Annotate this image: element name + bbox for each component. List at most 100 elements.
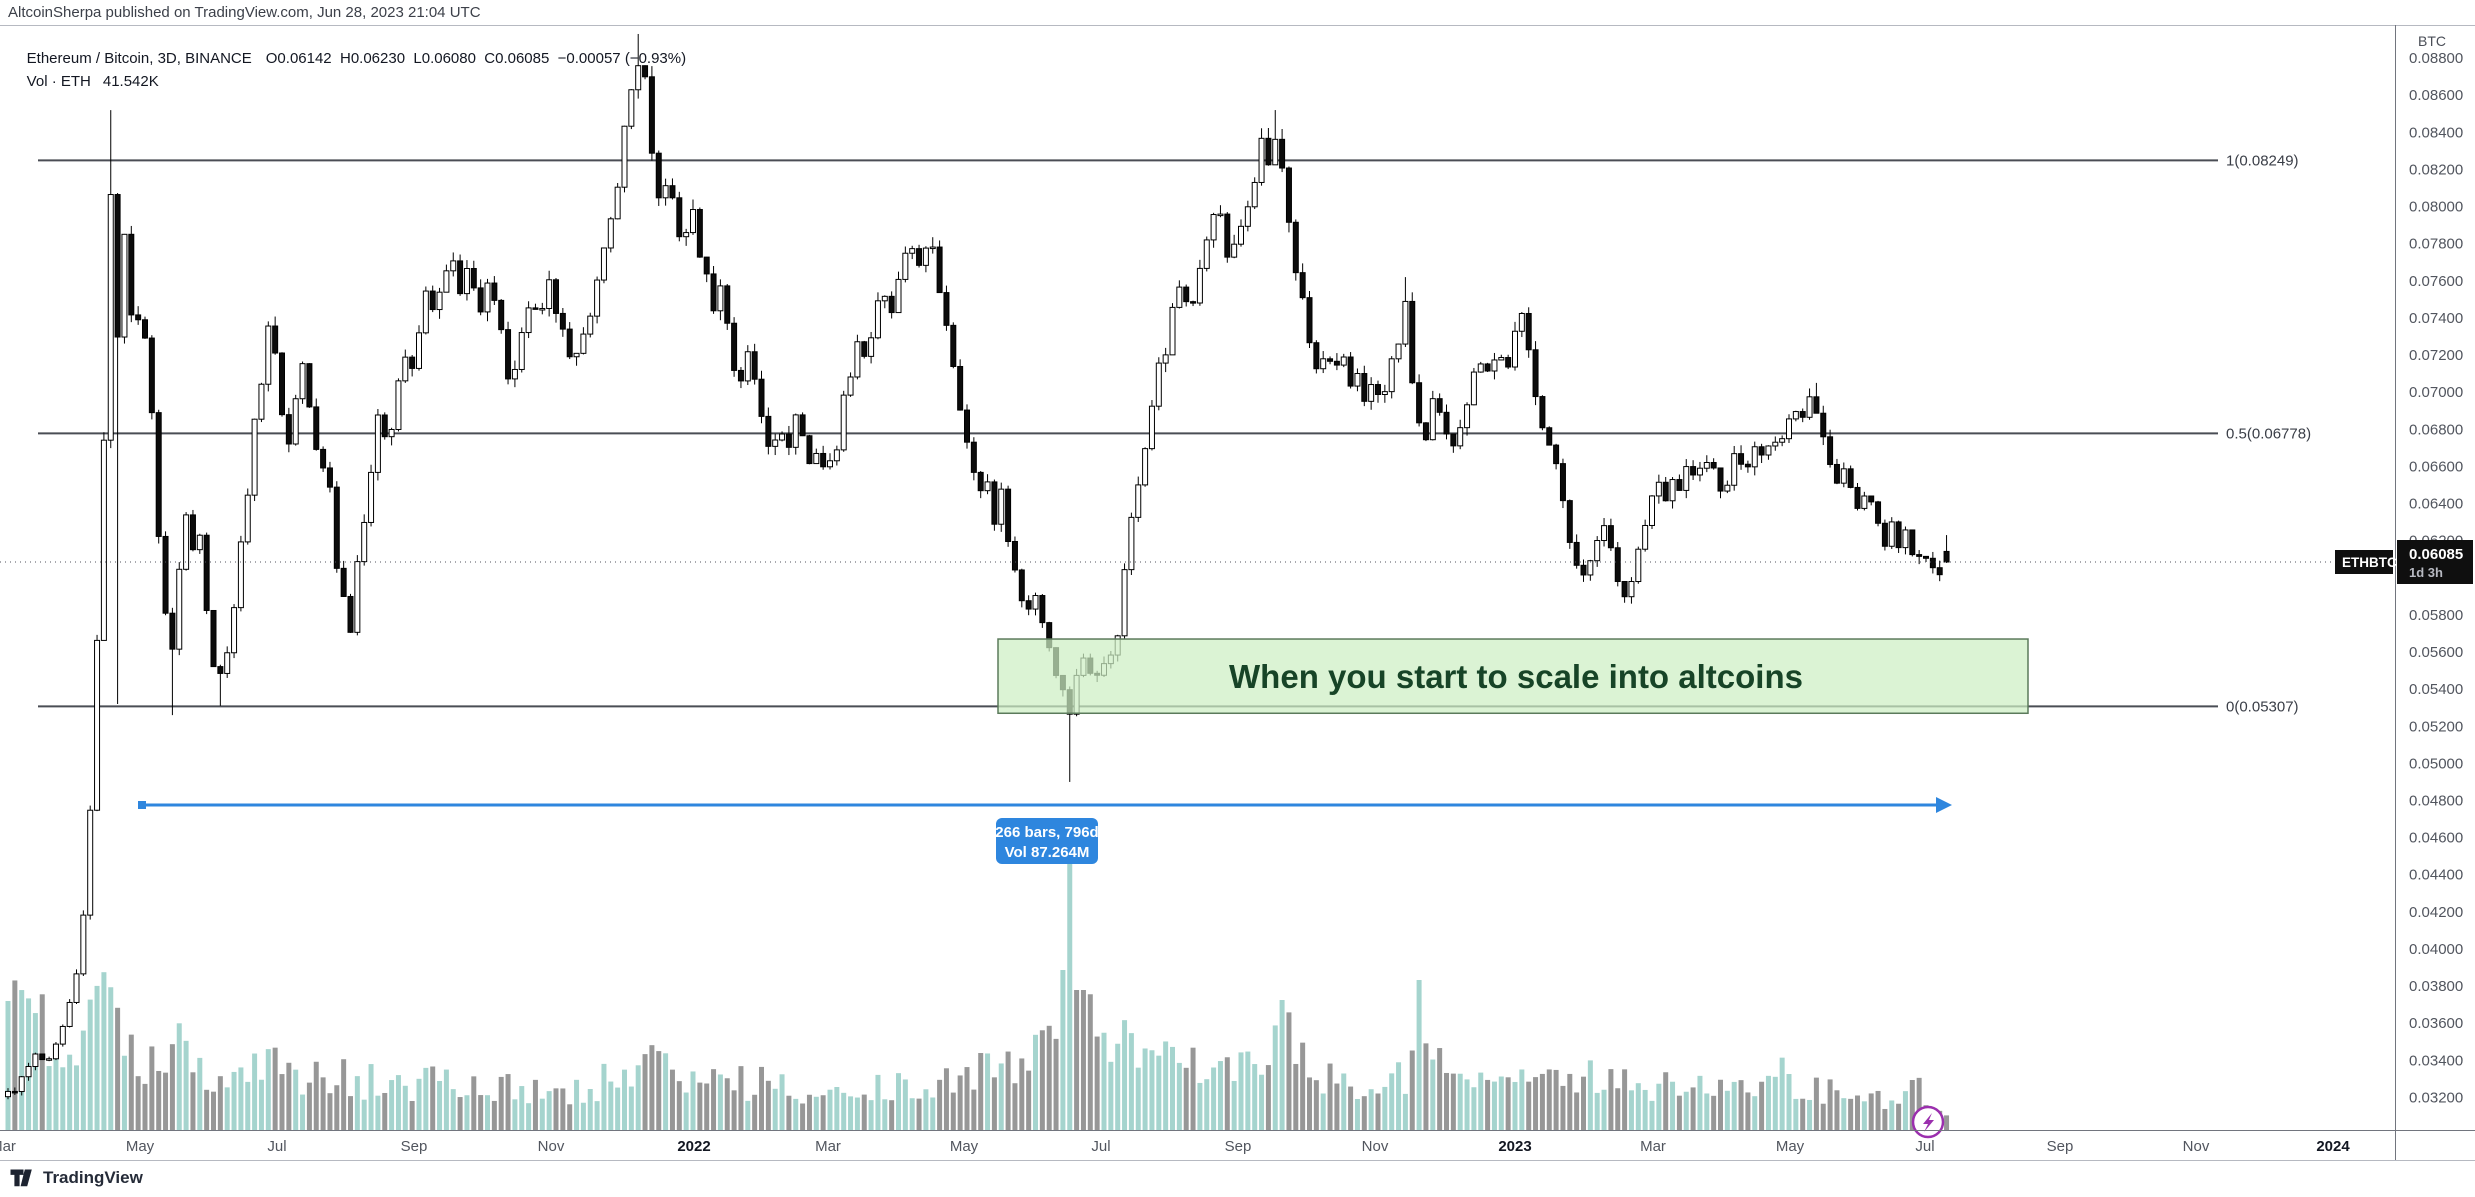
candle-body [1422,422,1429,441]
volume-bar [1697,1075,1703,1130]
candle-body [422,290,429,334]
volume-bar [1245,1051,1251,1130]
volume-bar [1204,1079,1210,1130]
volume-study-label[interactable]: Vol · ETH [26,73,91,90]
volume-bar [1622,1069,1628,1130]
time-tick-label: Sep [401,1138,428,1155]
arrow-start-handle[interactable] [138,801,146,809]
volume-bar [916,1098,922,1130]
candle-body [1347,356,1354,387]
candle-body [587,315,594,335]
candle-body [1539,396,1546,429]
volume-bar [149,1046,155,1130]
symbol-title[interactable]: Ethereum / Bitcoin, 3D, BINANCE [26,50,252,67]
candle-body [1190,301,1197,304]
volume-bar [224,1087,230,1130]
candle-body [1779,438,1786,443]
volume-bar [991,1077,997,1130]
range-tooltip[interactable]: 266 bars, 796d Vol 87.264M [995,818,1099,864]
candle-body [1279,138,1286,169]
annotation-box[interactable]: When you start to scale into altcoins [997,638,2029,715]
candle-body [1429,398,1436,441]
candle-body [847,376,854,396]
volume-bar [74,1065,79,1130]
price-axis[interactable]: BTC 0.088000.086000.084000.082000.080000… [2335,33,2473,1106]
candle-body [895,278,902,314]
volume-bar [1012,1083,1018,1130]
volume-bar [1512,1081,1518,1130]
price-tick-label: 0.08400 [2409,124,2463,141]
volume-bar [32,1013,38,1130]
last-price-value: 0.06085 [2409,546,2463,563]
candle-body [381,414,388,438]
candle-body [1210,214,1217,241]
candle-body [799,414,806,437]
volume-bar [471,1076,477,1130]
volume-bar [1670,1081,1676,1130]
candle-body [395,380,402,430]
price-tick-label: 0.05600 [2409,644,2463,661]
volume-bar [108,987,114,1130]
volume-bar [190,1072,196,1130]
volume-bar [902,1079,908,1130]
volume-legend[interactable]: Vol · ETH 41.542K [10,56,159,107]
fib-level-label: 0(0.05307) [2226,698,2299,715]
price-tick-label: 0.04600 [2409,830,2463,847]
candle-body [1765,445,1772,456]
volume-bar [39,994,45,1130]
candle-body [285,414,292,445]
volume-bar [491,1100,497,1130]
price-tick-label: 0.03600 [2409,1015,2463,1032]
candle-body [231,607,238,654]
volume-bar [1704,1093,1710,1130]
candle-body [772,439,779,447]
candle-body [87,809,94,916]
price-tick-label: 0.03200 [2409,1089,2463,1106]
candle-body [1929,557,1936,569]
candle-body [1395,343,1402,360]
candle-body [868,337,875,357]
candle-body [1820,412,1827,438]
volume-bar [669,1069,675,1130]
candle-body [1868,495,1875,503]
candle-body [1936,567,1943,576]
volume-bar [704,1083,710,1130]
range-tooltip-bubble[interactable] [996,818,1098,864]
volume-bar [1067,860,1073,1130]
candle-body [614,186,621,220]
volume-bar [724,1078,730,1130]
symbol-legend[interactable]: Ethereum / Bitcoin, 3D, BINANCE O0.06142 … [10,33,686,84]
annotation-box-rect[interactable] [997,638,2029,715]
volume-bar [1676,1095,1682,1130]
tradingview-logo[interactable]: TradingView [10,1168,143,1188]
candle-body [224,652,231,674]
volume-bar [142,1083,148,1130]
lightning-icon[interactable] [1911,1105,1945,1139]
volume-bar [1834,1090,1840,1130]
volume-bar [115,1007,121,1130]
candle-body [1580,564,1587,576]
volume-bar [1916,1077,1922,1130]
candle-body [25,1066,32,1078]
candle-body [1375,384,1381,395]
volume-bar [80,1030,86,1130]
volume-bar [1334,1083,1340,1130]
volume-bar [759,1066,764,1130]
candle-body [265,325,272,385]
volume-bar [964,1067,970,1130]
volume-bar [1286,1012,1292,1130]
volume-bar [286,1062,292,1130]
candle-body [237,541,244,609]
candle-body [662,185,669,199]
volume-bar [1348,1086,1354,1130]
time-axis[interactable]: Mar May Jul Sep Nov 2022 Mar May Jul Sep Nov 2023 Ma… [0,1138,2350,1155]
volume-bar [1361,1096,1367,1130]
volume-bar [1142,1048,1148,1130]
time-tick-label: Jul [1091,1138,1110,1155]
candle-body [32,1053,39,1068]
arrow-head-icon [1936,797,1952,813]
date-range-arrow[interactable] [138,797,1952,813]
candle-body [320,448,327,469]
price-tick-label: 0.04200 [2409,904,2463,921]
